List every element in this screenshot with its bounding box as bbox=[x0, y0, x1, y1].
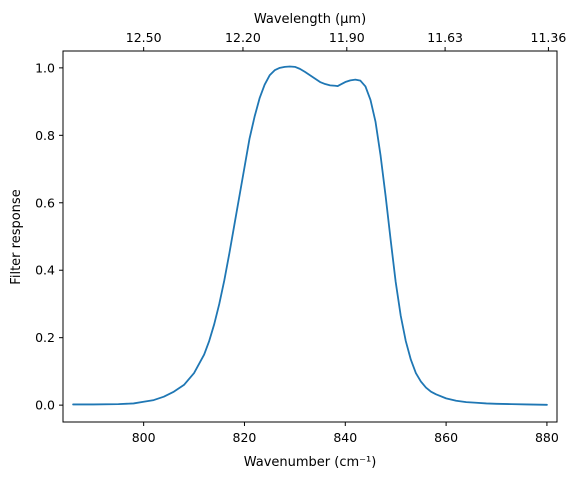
y-tick-label: 0.6 bbox=[35, 195, 55, 210]
x-tick-label: 840 bbox=[333, 430, 357, 445]
top-axis-ticks: 12.50 12.20 11.90 11.63 11.36 bbox=[126, 30, 567, 51]
x-tick-label: 800 bbox=[132, 430, 156, 445]
top-tick-label: 12.20 bbox=[225, 30, 261, 45]
top-tick-label: 12.50 bbox=[126, 30, 162, 45]
y-tick-label: 0.4 bbox=[35, 263, 55, 278]
top-tick-label: 11.63 bbox=[427, 30, 463, 45]
x-tick-label: 880 bbox=[535, 430, 559, 445]
y-tick-label: 1.0 bbox=[35, 60, 55, 75]
series-line bbox=[72, 65, 548, 406]
x-tick-label: 860 bbox=[434, 430, 458, 445]
y-axis-title: Filter response bbox=[9, 189, 24, 284]
left-axis-ticks: 0.0 0.2 0.4 0.6 0.8 1.0 bbox=[35, 60, 63, 413]
y-tick-label: 0.2 bbox=[35, 330, 55, 345]
plot-frame bbox=[62, 50, 558, 423]
y-tick-label: 0.0 bbox=[35, 398, 55, 413]
x-axis-title: Wavenumber (cm⁻¹) bbox=[244, 455, 377, 470]
y-tick-label: 0.8 bbox=[35, 128, 55, 143]
series-layer bbox=[72, 65, 548, 406]
x-tick-label: 820 bbox=[233, 430, 257, 445]
top-tick-label: 11.36 bbox=[531, 30, 567, 45]
bottom-axis-ticks: 800 820 840 860 880 bbox=[132, 422, 559, 445]
top-axis-title: Wavelength (μm) bbox=[254, 12, 366, 27]
top-tick-label: 11.90 bbox=[329, 30, 365, 45]
